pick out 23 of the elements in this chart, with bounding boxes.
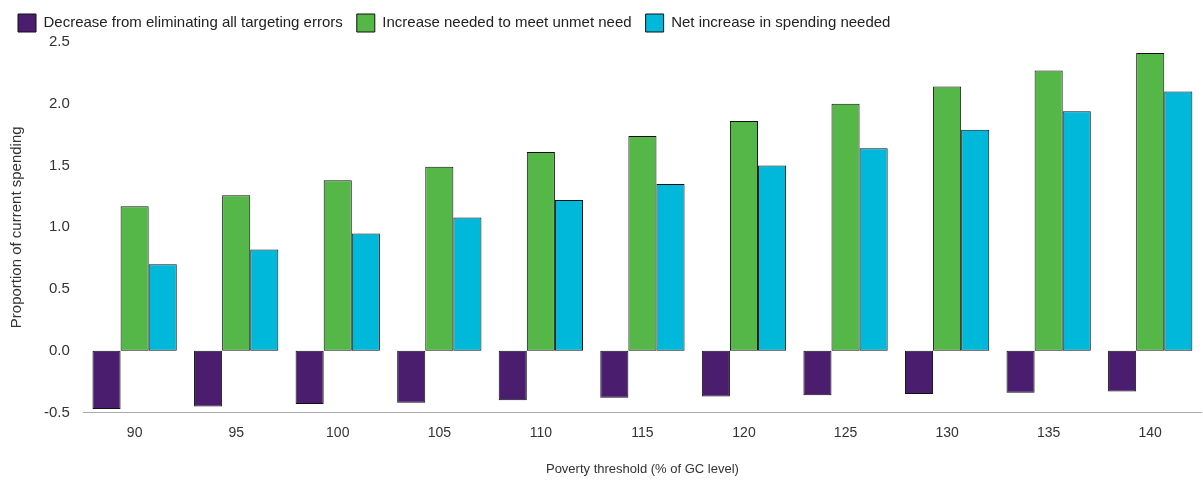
x-tick-label: 135 <box>1036 423 1061 440</box>
x-tick-label: 105 <box>427 423 452 440</box>
x-axis-title: Poverty threshold (% of GC level) <box>545 460 739 476</box>
y-tick-label: 1.5 <box>48 155 70 173</box>
legend-label: Decrease from eliminating all targeting errors <box>43 13 343 31</box>
y-tick-label: 2.0 <box>48 93 70 111</box>
y-tick-label: -0.5 <box>43 402 70 420</box>
x-tick-label: 120 <box>732 423 756 440</box>
x-tick-label: 130 <box>935 423 959 440</box>
legend-label: Net increase in spending needed <box>671 13 891 31</box>
x-tick-label: 110 <box>529 423 553 440</box>
x-tick-label: 95 <box>228 423 245 440</box>
y-tick-label: 2.5 <box>48 32 70 50</box>
x-tick-label: 115 <box>631 423 654 440</box>
y-tick-label: 0.5 <box>48 279 70 297</box>
x-tick-label: 125 <box>833 423 858 440</box>
x-tick-label: 90 <box>126 423 143 440</box>
x-tick-label: 100 <box>326 423 350 440</box>
y-axis-title: Proportion of current spending <box>7 126 25 329</box>
x-tick-label: 140 <box>1138 423 1163 440</box>
y-tick-label: 1.0 <box>48 217 70 235</box>
legend-label: Increase needed to meet unmet need <box>382 13 632 31</box>
y-tick-label: 0.0 <box>48 340 70 358</box>
